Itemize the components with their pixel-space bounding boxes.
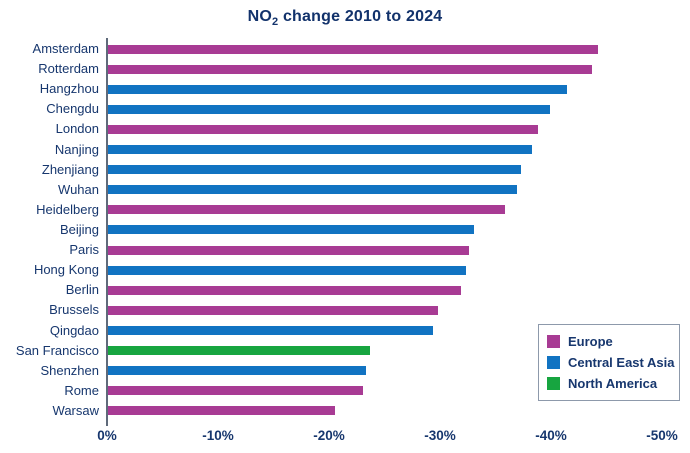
legend-item-europe: Europe bbox=[547, 331, 679, 352]
legend: Europe Central East Asia North America bbox=[538, 324, 680, 401]
category-label-brussels: Brussels bbox=[49, 302, 99, 318]
legend-swatch-north-america bbox=[547, 377, 560, 390]
category-label-shenzhen: Shenzhen bbox=[40, 362, 99, 378]
chart-title-prefix: NO bbox=[247, 8, 272, 25]
bar-hong-kong bbox=[108, 265, 466, 275]
chart-title: NO2 change 2010 to 2024 bbox=[0, 8, 690, 28]
legend-item-central-east-asia: Central East Asia bbox=[547, 352, 679, 373]
bar-amsterdam bbox=[108, 44, 598, 54]
x-tick-label--30-: -30% bbox=[424, 428, 456, 443]
category-label-beijing: Beijing bbox=[59, 221, 99, 237]
category-label-san-francisco: San Francisco bbox=[15, 342, 99, 358]
category-label-qingdao: Qingdao bbox=[49, 322, 99, 338]
bar-heidelberg bbox=[108, 205, 506, 215]
bar-chengdu bbox=[108, 104, 550, 114]
legend-label-north-america: North America bbox=[568, 376, 658, 391]
bar-berlin bbox=[108, 285, 462, 295]
bar-shenzhen bbox=[108, 366, 366, 376]
bar-beijing bbox=[108, 225, 475, 235]
category-label-berlin: Berlin bbox=[65, 282, 99, 298]
category-label-nanjing: Nanjing bbox=[54, 141, 99, 157]
bar-hangzhou bbox=[108, 84, 567, 94]
category-label-paris: Paris bbox=[69, 242, 99, 258]
category-label-rotterdam: Rotterdam bbox=[38, 61, 99, 77]
legend-label-europe: Europe bbox=[568, 334, 613, 349]
bar-rotterdam bbox=[108, 64, 593, 74]
bar-brussels bbox=[108, 305, 438, 315]
x-tick-label--40-: -40% bbox=[535, 428, 567, 443]
bar-rome bbox=[108, 386, 364, 396]
bar-warsaw bbox=[108, 406, 335, 416]
category-label-zhenjiang: Zhenjiang bbox=[41, 161, 99, 177]
chart-title-subscript: 2 bbox=[271, 16, 279, 29]
bar-san-francisco bbox=[108, 346, 371, 356]
category-label-amsterdam: Amsterdam bbox=[32, 41, 99, 56]
category-label-warsaw: Warsaw bbox=[52, 402, 99, 418]
category-label-heidelberg: Heidelberg bbox=[36, 201, 99, 217]
chart-title-rest: change 2010 to 2024 bbox=[278, 8, 443, 25]
bar-wuhan bbox=[108, 185, 517, 195]
legend-label-central-east-asia: Central East Asia bbox=[568, 355, 675, 370]
legend-item-north-america: North America bbox=[547, 373, 679, 394]
x-tick-label--50-: -50% bbox=[646, 428, 678, 443]
category-label-london: London bbox=[55, 121, 99, 137]
category-label-wuhan: Wuhan bbox=[58, 181, 99, 197]
bar-zhenjiang bbox=[108, 165, 522, 175]
category-label-rome: Rome bbox=[64, 382, 99, 398]
bar-london bbox=[108, 124, 538, 134]
category-label-hangzhou: Hangzhou bbox=[39, 81, 99, 97]
legend-swatch-central-east-asia bbox=[547, 356, 560, 369]
x-tick-label-0-: 0% bbox=[97, 428, 117, 443]
category-label-hong-kong: Hong Kong bbox=[33, 262, 99, 278]
x-tick-label--10-: -10% bbox=[202, 428, 234, 443]
category-label-chengdu: Chengdu bbox=[46, 101, 99, 117]
y-axis-line bbox=[106, 38, 108, 426]
legend-swatch-europe bbox=[547, 335, 560, 348]
bar-nanjing bbox=[108, 145, 533, 155]
bar-qingdao bbox=[108, 326, 434, 336]
bar-paris bbox=[108, 245, 469, 255]
x-tick-label--20-: -20% bbox=[313, 428, 345, 443]
